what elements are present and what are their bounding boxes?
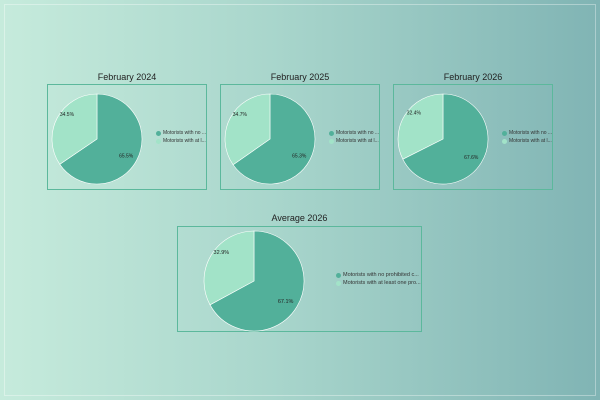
legend-swatch-icon bbox=[329, 138, 334, 144]
pie-slice[interactable] bbox=[402, 93, 489, 185]
legend: Motorists with no ... Motorists with at l… bbox=[156, 129, 206, 145]
legend-swatch-icon bbox=[329, 130, 334, 136]
legend-label: Motorists with no ... bbox=[509, 130, 553, 136]
slice-value-label: 34.5% bbox=[60, 112, 75, 118]
slice-value-label: 32.4% bbox=[407, 110, 422, 116]
slice-value-label: 67.1% bbox=[278, 299, 294, 305]
pie-slice[interactable] bbox=[232, 93, 316, 185]
slice-value-label: 65.3% bbox=[292, 153, 307, 159]
legend-label: Motorists with no ... bbox=[336, 130, 380, 136]
chart-panel: 67.1% 32.9% Motorists with no prohibited c… bbox=[177, 226, 422, 332]
legend-item[interactable]: Motorists with no ... bbox=[156, 129, 206, 137]
pie-slice[interactable] bbox=[224, 93, 271, 166]
page-frame bbox=[4, 4, 596, 396]
legend: Motorists with no ... Motorists with at l… bbox=[502, 129, 552, 145]
legend-label: Motorists with at least one pro... bbox=[343, 280, 421, 286]
chart-panel: 65.3% 34.7% Motorists with no ... Motorists… bbox=[220, 84, 380, 190]
pie-chart: 65.5% 34.5% bbox=[51, 93, 143, 185]
chart-panel: 67.6% 32.4% Motorists with no ... Motorists… bbox=[393, 84, 553, 190]
legend-item[interactable]: Motorists with no ... bbox=[502, 129, 552, 137]
chart-title: Average 2026 bbox=[271, 213, 328, 223]
chart-title: February 2025 bbox=[270, 72, 330, 82]
slice-value-label: 67.6% bbox=[464, 155, 479, 161]
pie-slice[interactable] bbox=[203, 230, 255, 306]
legend-swatch-icon bbox=[336, 280, 341, 286]
legend-swatch-icon bbox=[502, 130, 507, 136]
pie-slice[interactable] bbox=[397, 93, 444, 160]
slice-value-label: 34.7% bbox=[233, 112, 248, 118]
legend-item[interactable]: Motorists with at least one pro... bbox=[336, 279, 421, 287]
chart-title: February 2026 bbox=[443, 72, 503, 82]
legend-item[interactable]: Motorists with at l... bbox=[502, 137, 552, 145]
legend-swatch-icon bbox=[502, 138, 507, 144]
legend: Motorists with no ... Motorists with at l… bbox=[329, 129, 379, 145]
pie-slice[interactable] bbox=[51, 93, 98, 165]
legend-label: Motorists with no ... bbox=[163, 130, 207, 136]
slice-value-label: 65.5% bbox=[119, 153, 134, 159]
legend-label: Motorists with at l... bbox=[509, 138, 552, 144]
legend-swatch-icon bbox=[336, 272, 341, 278]
pie-chart: 67.6% 32.4% bbox=[397, 93, 489, 185]
legend-label: Motorists with at l... bbox=[336, 138, 379, 144]
legend: Motorists with no prohibited c... Motoris… bbox=[336, 271, 421, 287]
chart-title: February 2024 bbox=[97, 72, 157, 82]
legend-item[interactable]: Motorists with at l... bbox=[329, 137, 379, 145]
legend-swatch-icon bbox=[156, 130, 161, 136]
pie-chart: 65.3% 34.7% bbox=[224, 93, 316, 185]
legend-item[interactable]: Motorists with at l... bbox=[156, 137, 206, 145]
legend-label: Motorists with at l... bbox=[163, 138, 206, 144]
pie-slice[interactable] bbox=[209, 230, 305, 332]
pie-slice[interactable] bbox=[59, 93, 143, 185]
slice-value-label: 32.9% bbox=[214, 250, 230, 256]
legend-label: Motorists with no prohibited c... bbox=[343, 272, 419, 278]
pie-chart: 67.1% 32.9% bbox=[203, 230, 305, 332]
legend-item[interactable]: Motorists with no prohibited c... bbox=[336, 271, 421, 279]
chart-panel: 65.5% 34.5% Motorists with no ... Motorists… bbox=[47, 84, 207, 190]
legend-item[interactable]: Motorists with no ... bbox=[329, 129, 379, 137]
legend-swatch-icon bbox=[156, 138, 161, 144]
